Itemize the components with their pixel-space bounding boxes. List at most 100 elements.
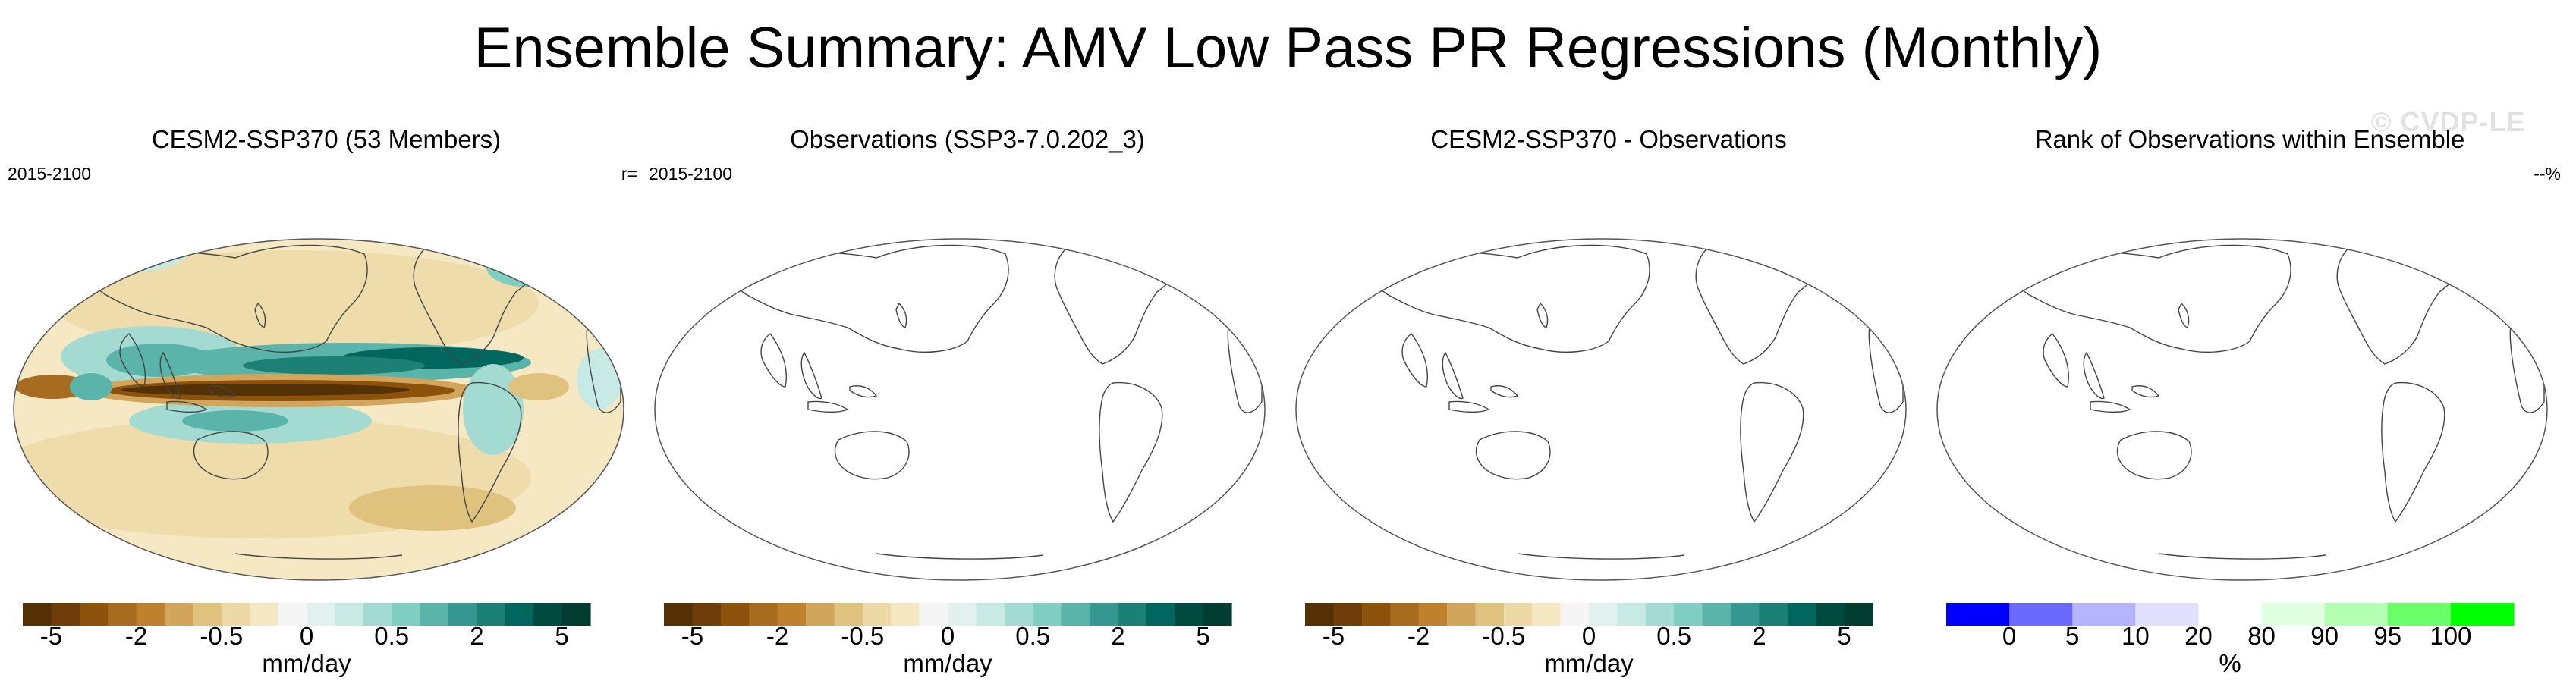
panel-title: CESM2-SSP370 - Observations (1430, 125, 1787, 153)
colorbar-tick-label: 0 (300, 622, 313, 650)
coastline (1448, 400, 1490, 413)
colorbar-labels: -5 -2 -0.5 0 0.5 2 5 mm/day (681, 622, 1210, 677)
colorbar-tick-label: 5 (2065, 622, 2079, 650)
colorbar (1946, 603, 2515, 626)
colorbar-swatch (919, 603, 948, 626)
colorbar-swatch (976, 603, 1005, 626)
coastline (254, 302, 266, 328)
coastline (800, 351, 822, 400)
colorbar-swatch (477, 603, 506, 626)
map-background (1937, 239, 2547, 580)
field-region (121, 384, 410, 396)
colorbar-swatch (1787, 603, 1816, 626)
panel-rank: Rank of Observations within Ensemble --%… (1931, 121, 2568, 681)
map-outline (13, 238, 624, 581)
colorbar-tick-label: -5 (40, 622, 62, 650)
map-outline (654, 238, 1266, 581)
coastline (2158, 553, 2326, 560)
coastline (1224, 268, 1263, 306)
colorbar-swatch (108, 603, 137, 626)
map-figure: 0 5 10 20 80 90 95 100% (1936, 238, 2548, 677)
colorbar-swatch (561, 603, 591, 626)
colorbar-swatch (692, 603, 722, 626)
colorbar-swatch (1731, 603, 1760, 626)
colorbar-swatch (1333, 603, 1363, 626)
map-area (1296, 239, 1906, 580)
colorbar-swatch (664, 603, 693, 626)
colorbar-swatch (193, 603, 222, 626)
colorbar-swatch (806, 603, 835, 626)
colorbar-swatch (1033, 603, 1062, 626)
watermark: © CVDP-LE (2371, 106, 2526, 137)
field-region (243, 356, 425, 375)
coastline (2131, 385, 2160, 398)
coastline (2381, 381, 2445, 523)
colorbar-units: % (2219, 649, 2241, 677)
colorbar-tick-label: -5 (1323, 622, 1345, 650)
colorbar-tick-label: 2 (470, 622, 483, 650)
field-region (349, 485, 516, 531)
coastline (1812, 239, 1861, 262)
map-area (655, 239, 1265, 580)
colorbar-swatch (2072, 603, 2136, 626)
colorbar-swatch (136, 603, 165, 626)
colorbar-tick-label: 2 (1111, 622, 1124, 650)
colorbar-swatch (1759, 603, 1788, 626)
colorbar-swatch (51, 603, 80, 626)
coastline (583, 268, 621, 306)
colorbar-swatch (1645, 603, 1675, 626)
coastline (193, 431, 269, 480)
colorbar-swatch (2261, 603, 2326, 626)
map-area (1937, 239, 2547, 580)
colorbar-tick-label: 95 (2373, 622, 2401, 650)
colorbar-tick-label: 80 (2247, 622, 2276, 650)
page-title: Ensemble Summary: AMV Low Pass PR Regres… (473, 16, 2103, 80)
colorbar-swatch (1589, 603, 1618, 626)
colorbar-units: mm/day (1544, 649, 1634, 677)
colorbar-swatch (2450, 603, 2515, 626)
field-region (70, 373, 112, 400)
coastline (1517, 553, 1685, 560)
coastline (2090, 400, 2131, 413)
coastline (876, 553, 1044, 560)
colorbar-swatch (1361, 603, 1391, 626)
colorbar-swatch (1175, 603, 1204, 626)
colorbar-swatch (1305, 603, 1334, 626)
colorbar-swatch (1004, 603, 1033, 626)
colorbar-tick-label: 5 (1196, 622, 1209, 650)
colorbar-swatch (363, 603, 392, 626)
panel-title: CESM2-SSP370 (53 Members) (151, 125, 502, 153)
colorbar-tick-label: -0.5 (200, 622, 243, 650)
coastline (2506, 268, 2545, 306)
coastline (159, 351, 181, 400)
colorbar-swatch (749, 603, 778, 626)
colorbar-tick-label: 0.5 (1015, 622, 1050, 650)
coastline (2453, 239, 2502, 262)
map-background (655, 239, 1265, 580)
coastline (1099, 381, 1163, 523)
colorbar-swatch (165, 603, 193, 626)
field-region (522, 251, 555, 272)
coastline (119, 333, 146, 388)
colorbar-tick-label: 0.5 (374, 622, 409, 650)
panel-ensemble-mean: CESM2-SSP370 (53 Members) 2015-2100 r= -… (8, 121, 645, 681)
colorbar-swatch (1674, 603, 1703, 626)
colorbar-swatch (1090, 603, 1118, 626)
colorbar-swatch (221, 603, 250, 626)
colorbar-tick-label: -2 (125, 622, 147, 650)
colorbar-swatch (1946, 603, 2010, 626)
colorbar-tick-label: 5 (1837, 622, 1851, 650)
panel-difference: CESM2-SSP370 - Observations -5 -2 -0.5 0 0.5… (1290, 121, 1927, 681)
colorbar-labels: -5 -2 -0.5 0 0.5 2 5 mm/day (40, 622, 569, 677)
coastline (834, 431, 910, 480)
colorbar-swatch (1390, 603, 1420, 626)
colorbar-labels: 0 5 10 20 80 90 95 100% (2002, 622, 2471, 677)
field-region (486, 244, 561, 287)
colorbar-units: mm/day (903, 649, 992, 677)
panel-title: Observations (SSP3-7.0.202_3) (790, 125, 1145, 153)
coastline (1442, 351, 1464, 400)
colorbar-swatch (307, 603, 335, 626)
colorbar-swatch (1560, 603, 1590, 626)
colorbar-swatch (533, 603, 563, 626)
coastline (208, 385, 237, 398)
